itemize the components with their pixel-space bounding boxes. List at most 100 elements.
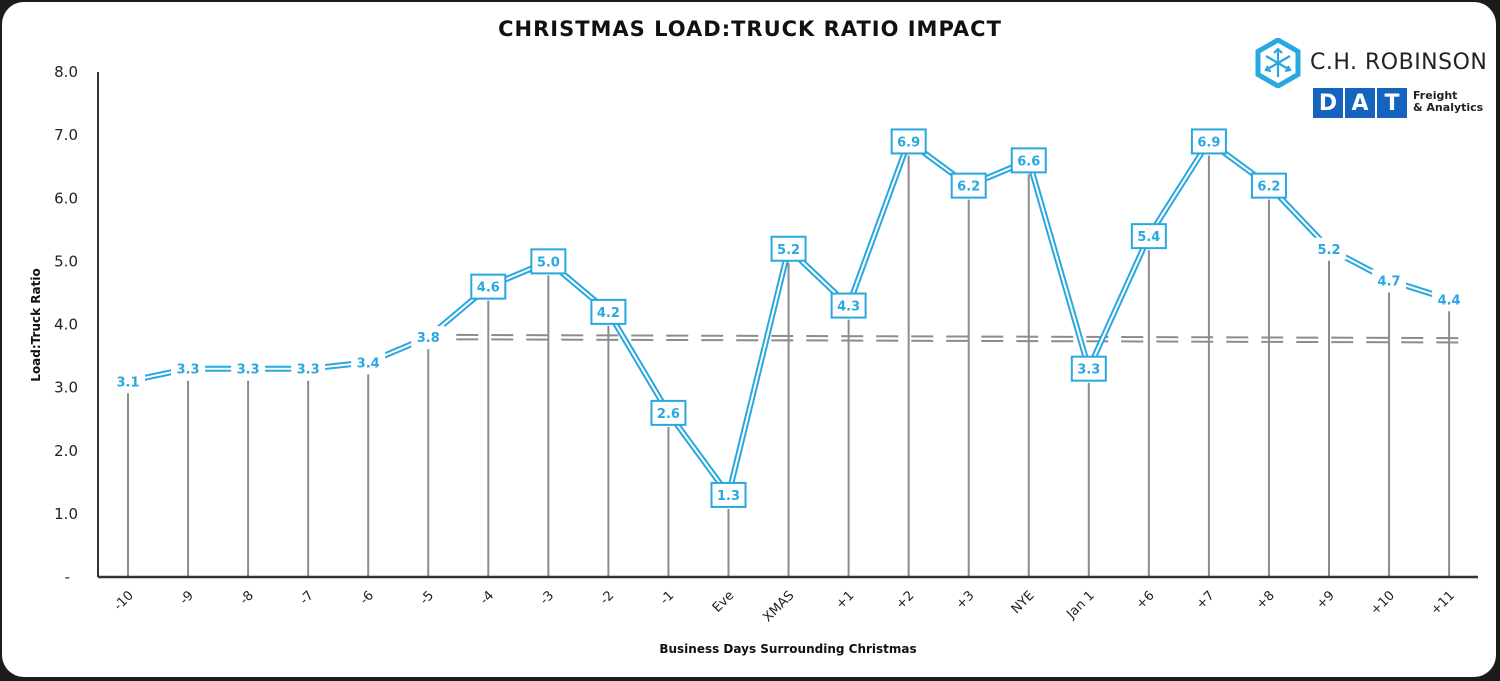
data-label-box xyxy=(1190,128,1227,155)
data-label-bg xyxy=(411,326,446,349)
average-dash xyxy=(456,338,1462,344)
x-tick-label: +6 xyxy=(1134,588,1158,612)
x-tick-label: +2 xyxy=(893,588,917,612)
data-point: 4.3 xyxy=(830,292,867,319)
data-label-bg xyxy=(1312,237,1346,260)
data-label-box xyxy=(650,399,687,426)
data-label-box xyxy=(1250,172,1287,199)
data-point: 6.9 xyxy=(1190,128,1227,155)
data-point: 3.3 xyxy=(1070,355,1107,382)
data-label-box xyxy=(470,273,507,300)
dat-logo: D A T xyxy=(1313,88,1407,118)
data-point: 6.6 xyxy=(1010,147,1047,174)
average-dash xyxy=(456,333,1462,340)
data-label: 6.6 xyxy=(1017,154,1040,169)
y-tick-label: 4.0 xyxy=(54,316,78,334)
drop-lines xyxy=(127,155,1451,577)
data-label-bg xyxy=(1432,288,1467,311)
data-label-box xyxy=(590,298,627,325)
data-point: 4.2 xyxy=(590,298,627,325)
data-label-bg xyxy=(171,357,206,380)
data-labels: 3.1 3.3 3.3 3.3 3.4 3.8 4.6 5.0 4.2 2.6 1.3 5.2 4.3 6… xyxy=(111,128,1467,508)
x-axis-label: Business Days Surrounding Christmas xyxy=(659,642,916,656)
data-point: 3.4 xyxy=(351,351,386,374)
data-label: 6.9 xyxy=(897,135,920,150)
data-label: 2.6 xyxy=(657,407,680,422)
x-tick-label: -6 xyxy=(357,588,377,608)
data-label-bg xyxy=(111,370,145,393)
data-label-box xyxy=(1130,223,1167,250)
x-tick-label: -10 xyxy=(111,588,137,614)
x-tick-label: +9 xyxy=(1314,588,1338,612)
y-tick-label: 6.0 xyxy=(54,189,78,207)
x-tick-label: -1 xyxy=(658,588,678,608)
data-label: 3.3 xyxy=(297,363,320,378)
data-label: 3.8 xyxy=(417,331,440,346)
data-label: 6.9 xyxy=(1197,135,1220,150)
data-label-box xyxy=(950,172,987,199)
x-tick-label: -5 xyxy=(417,588,437,608)
y-tick-label: - xyxy=(65,568,70,586)
x-tick-label: -9 xyxy=(177,588,197,608)
data-label-box xyxy=(530,248,567,275)
data-label: 4.7 xyxy=(1378,274,1401,289)
data-point: 5.0 xyxy=(530,248,567,275)
data-label: 4.4 xyxy=(1438,293,1461,308)
y-axis-label: Load:Truck Ratio xyxy=(29,268,43,381)
y-tick-label: 8.0 xyxy=(54,63,78,81)
chr-company-name: C.H. ROBINSON xyxy=(1310,50,1488,75)
x-tick-label: XMAS xyxy=(760,588,797,625)
x-tick-label: NYE xyxy=(1009,588,1038,617)
dat-letter: D xyxy=(1313,88,1343,118)
data-point: 3.3 xyxy=(171,357,206,380)
data-label: 5.2 xyxy=(1317,243,1340,258)
data-point: 6.2 xyxy=(1250,172,1287,199)
x-tick-label: -8 xyxy=(237,588,257,608)
x-tick-label: -2 xyxy=(597,588,617,608)
average-line xyxy=(456,333,1462,344)
data-label-box xyxy=(830,292,867,319)
data-label-bg xyxy=(351,351,386,374)
data-label-box xyxy=(770,235,807,262)
data-label: 4.2 xyxy=(597,306,620,321)
data-label: 3.3 xyxy=(237,363,260,378)
data-point: 5.2 xyxy=(1312,237,1346,260)
data-point: 4.7 xyxy=(1372,269,1407,292)
data-label: 5.2 xyxy=(777,243,800,258)
chr-hexagon-icon xyxy=(1255,38,1301,88)
dat-subtitle-line2: & Analytics xyxy=(1413,101,1484,114)
data-point: 4.6 xyxy=(470,273,507,300)
data-label: 3.3 xyxy=(1077,363,1100,378)
y-tick-label: 2.0 xyxy=(54,442,78,460)
y-tick-label: 1.0 xyxy=(54,505,78,523)
y-tick-label: 7.0 xyxy=(54,126,78,144)
x-tick-label: -4 xyxy=(477,588,497,608)
data-label: 5.0 xyxy=(537,255,560,270)
data-label-box xyxy=(710,481,747,508)
data-point: 3.1 xyxy=(111,370,145,393)
x-tick-label: +11 xyxy=(1428,588,1458,618)
data-point: 5.2 xyxy=(770,235,807,262)
x-tick-label: Eve xyxy=(710,588,738,616)
data-point: 2.6 xyxy=(650,399,687,426)
x-tick-labels: -10 -9 -8 -7 -6 -5 -4 -3 -2 -1 Eve XMAS +1 +2 +3 NYE Jan… xyxy=(111,588,1458,625)
data-point: 6.2 xyxy=(950,172,987,199)
data-label-bg xyxy=(1372,269,1407,292)
data-point: 3.3 xyxy=(291,357,326,380)
dat-letter: A xyxy=(1345,88,1375,118)
data-point: 6.9 xyxy=(890,128,927,155)
chart-title: CHRISTMAS LOAD:TRUCK RATIO IMPACT xyxy=(498,17,1002,41)
x-tick-label: +7 xyxy=(1194,588,1218,612)
data-label: 4.3 xyxy=(837,300,860,315)
data-label-box xyxy=(1010,147,1047,174)
data-label: 6.2 xyxy=(1257,180,1280,195)
data-label: 3.3 xyxy=(177,363,200,378)
data-point: 1.3 xyxy=(710,481,747,508)
data-label-bg xyxy=(291,357,326,380)
x-tick-label: -7 xyxy=(297,588,317,608)
x-tick-label: +3 xyxy=(953,588,977,612)
data-label-box xyxy=(890,128,927,155)
dat-subtitle-line1: Freight xyxy=(1413,89,1458,102)
y-tick-label: 3.0 xyxy=(54,379,78,397)
